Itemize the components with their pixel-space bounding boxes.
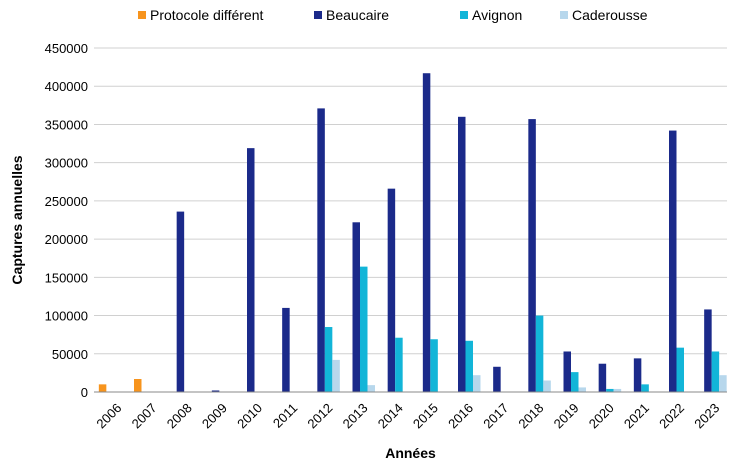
legend-swatch — [560, 11, 568, 19]
bar-beaucaire-2009 — [211, 390, 220, 392]
x-tick-label: 2011 — [270, 400, 300, 430]
x-tick-label: 2019 — [551, 400, 582, 431]
x-tick-label: 2017 — [480, 400, 511, 431]
bar-beaucaire-2011 — [282, 307, 290, 392]
y-axis-ticks: 0 50000 100000 150000 200000 250000 300000 3500… — [45, 41, 88, 400]
legend-label: Caderousse — [572, 7, 648, 23]
bar-caderousse-2020 — [613, 388, 622, 392]
bar-avignon-2018 — [535, 315, 544, 392]
x-axis-title: Années — [385, 445, 436, 461]
bar-avignon-2020 — [606, 388, 614, 392]
x-tick-label: 2018 — [515, 400, 546, 431]
bar-avignon-2016 — [465, 340, 473, 392]
bar-caderousse-2018 — [543, 380, 551, 392]
x-tick-label: 2012 — [304, 400, 335, 431]
bars — [98, 73, 727, 393]
legend-swatch — [314, 11, 322, 19]
bar-beaucaire-2008 — [176, 211, 185, 392]
bar-caderousse-2023 — [719, 375, 727, 392]
bar-caderousse-2012 — [332, 359, 340, 392]
legend-item-caderousse: Caderousse — [560, 7, 648, 23]
x-tick-label: 2016 — [445, 400, 476, 431]
bar-beaucaire-2018 — [528, 119, 536, 393]
legend-swatch — [138, 11, 146, 19]
y-tick-label: 0 — [81, 385, 88, 400]
legend: Protocole différent Beaucaire Avignon Cader… — [138, 7, 648, 23]
x-tick-label: 2008 — [164, 400, 195, 431]
legend-label: Avignon — [472, 7, 522, 23]
bar-avignon-2012 — [324, 327, 333, 392]
y-tick-label: 100000 — [45, 309, 88, 324]
x-tick-label: 2013 — [340, 400, 371, 431]
bar-avignon-2013 — [360, 266, 368, 392]
bar-avignon-2019 — [571, 372, 579, 392]
bar-avignon-2015 — [430, 339, 438, 392]
y-tick-label: 400000 — [45, 79, 88, 94]
x-tick-label: 2009 — [199, 400, 230, 431]
gridlines — [94, 47, 727, 355]
legend-label: Protocole différent — [150, 7, 263, 23]
y-tick-label: 200000 — [45, 232, 88, 247]
y-tick-label: 450000 — [45, 41, 88, 56]
x-tick-label: 2023 — [691, 400, 722, 431]
bar-beaucaire-2023 — [704, 309, 712, 392]
bar-beaucaire-2012 — [317, 108, 325, 392]
x-tick-label: 2007 — [129, 400, 160, 431]
bar-protocole-diff-rent-2007 — [134, 379, 142, 392]
y-tick-label: 300000 — [45, 156, 88, 171]
legend-item-protocole-diff-rent: Protocole différent — [138, 7, 263, 23]
bar-beaucaire-2020 — [598, 363, 607, 392]
bar-caderousse-2019 — [578, 387, 586, 392]
bar-beaucaire-2022 — [669, 130, 677, 392]
x-tick-label: 2010 — [234, 400, 265, 431]
y-tick-label: 50000 — [52, 347, 88, 362]
y-axis-title: Captures annuelles — [9, 155, 25, 284]
bar-beaucaire-2019 — [563, 351, 571, 392]
bar-avignon-2023 — [711, 351, 720, 392]
legend-swatch — [460, 11, 468, 19]
bar-caderousse-2013 — [367, 385, 375, 392]
x-tick-label: 2020 — [586, 400, 617, 431]
bar-beaucaire-2013 — [352, 222, 360, 392]
y-tick-label: 350000 — [45, 117, 88, 132]
x-tick-label: 2015 — [410, 400, 441, 431]
x-tick-label: 2006 — [93, 400, 124, 431]
x-tick-label: 2021 — [621, 400, 652, 431]
bar-avignon-2021 — [641, 384, 649, 392]
bar-beaucaire-2014 — [387, 188, 396, 392]
y-tick-label: 250000 — [45, 194, 88, 209]
bar-beaucaire-2016 — [458, 116, 466, 393]
bar-protocole-diff-rent-2006 — [98, 384, 107, 392]
legend-item-beaucaire: Beaucaire — [314, 7, 389, 23]
x-tick-label: 2022 — [656, 400, 687, 431]
legend-item-avignon: Avignon — [460, 7, 522, 23]
bar-beaucaire-2017 — [493, 366, 501, 392]
legend-label: Beaucaire — [326, 7, 389, 23]
bar-caderousse-2016 — [473, 375, 481, 392]
bar-beaucaire-2021 — [633, 358, 642, 392]
x-axis-ticks: 2006 2007 2008 2009 2010 2011 2012 2013 2014 2015… — [93, 400, 722, 431]
bar-avignon-2014 — [395, 337, 403, 392]
bar-beaucaire-2015 — [422, 73, 431, 392]
x-tick-label: 2014 — [375, 400, 406, 431]
bar-avignon-2022 — [676, 347, 684, 392]
bar-beaucaire-2010 — [247, 148, 255, 392]
y-tick-label: 150000 — [45, 270, 88, 285]
